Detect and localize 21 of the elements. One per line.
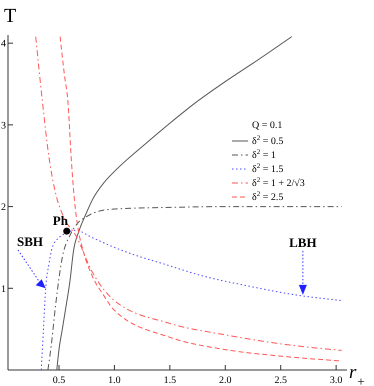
legend-label: δ$^{2}$ = 1 + 2/√3 — [252, 176, 305, 189]
legend-title: Q = 0.1 — [252, 120, 282, 131]
x-tick-label: 2.5 — [274, 375, 287, 386]
annotation: Ph — [52, 213, 69, 228]
x-tick-label: 1.0 — [108, 375, 121, 386]
x-tick-label: 1.5 — [164, 375, 176, 386]
legend-label: δ$^{2}$ = 2.5 — [252, 190, 284, 203]
y-tick-label: 1 — [1, 284, 6, 295]
annotation: SBH — [16, 234, 44, 249]
x-tick-label: 2.0 — [219, 375, 232, 386]
y-axis-title: T — [4, 5, 16, 27]
x-tick-label: 0.5 — [52, 375, 66, 386]
legend-label: δ$^{2}$ = 0.5 — [252, 134, 284, 147]
y-tick-label: 2 — [1, 202, 6, 214]
legend-label: δ$^{2}$ = 1.5 — [252, 162, 284, 175]
annotation: LBH — [289, 234, 317, 250]
y-tick-label: 4 — [1, 38, 6, 50]
x-axis-title: r$_{+}$ — [349, 362, 366, 386]
y-tick-label: 3 — [1, 120, 6, 132]
x-tick-label: 3.0 — [330, 375, 342, 386]
legend-label: δ$^{2}$ = 1 — [252, 148, 276, 161]
